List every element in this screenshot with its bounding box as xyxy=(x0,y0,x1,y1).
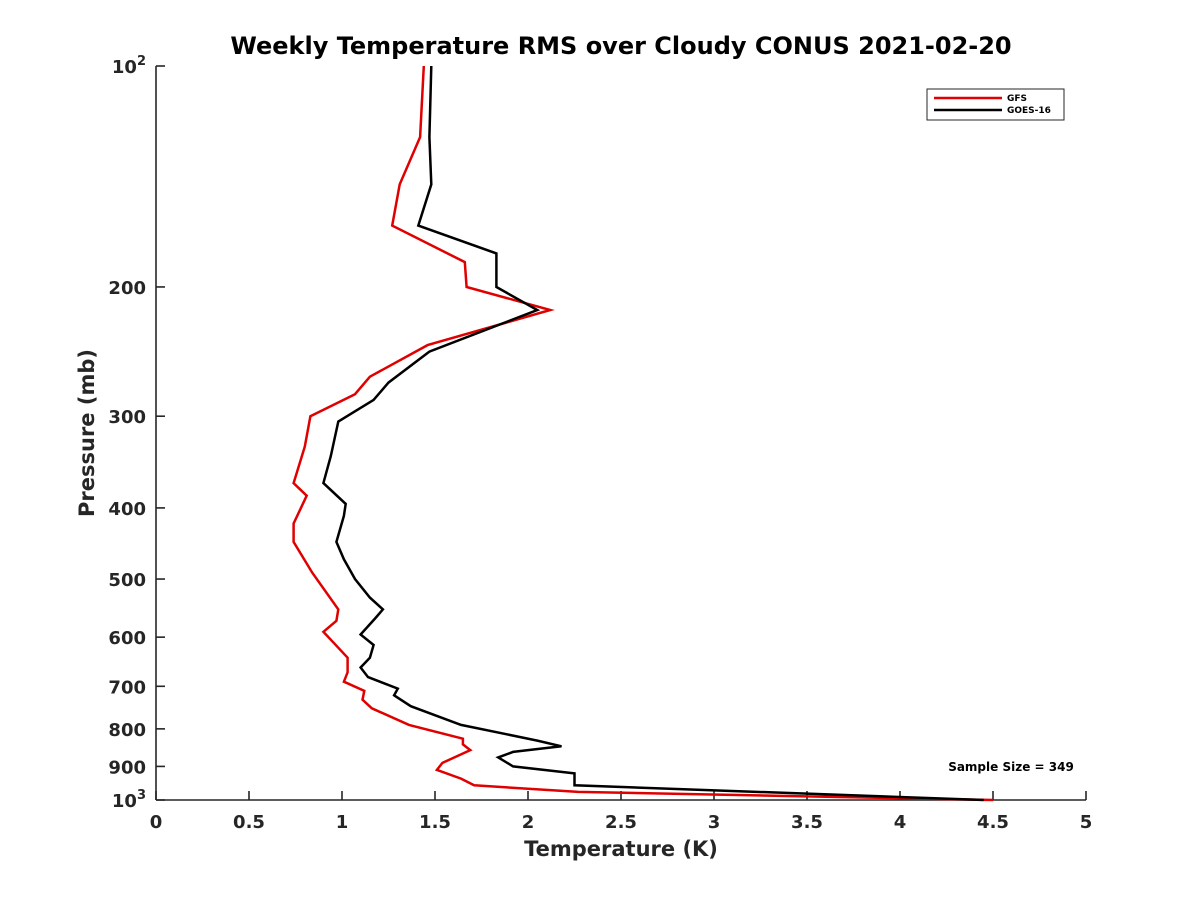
y-tick-label: 500 xyxy=(108,570,146,591)
y-tick-label: 900 xyxy=(108,757,146,778)
y-tick-exponent: 3 xyxy=(137,788,146,803)
x-tick-label: 0.5 xyxy=(233,812,265,833)
legend-label-gfs: GFS xyxy=(1007,94,1027,104)
sample-size-annotation: Sample Size = 349 xyxy=(948,760,1074,774)
chart-title: Weekly Temperature RMS over Cloudy CONUS… xyxy=(230,32,1011,60)
x-axis-label: Temperature (K) xyxy=(524,837,718,861)
x-tick-label: 4.5 xyxy=(977,812,1009,833)
y-tick-base: 10 xyxy=(112,791,137,812)
series-lines xyxy=(292,65,994,802)
legend-label-goes16: GOES-16 xyxy=(1007,106,1051,116)
y-tick-label: 600 xyxy=(108,628,146,649)
y-tick-exponent: 2 xyxy=(137,54,146,69)
legend-box xyxy=(926,88,1065,121)
x-tick-label: 2 xyxy=(522,812,535,833)
y-axis-label: Pressure (mb) xyxy=(75,349,99,517)
plot-area: 0 0.5 1 1.5 2 2.5 3 3.5 4 4.5 5 102200300400500600… xyxy=(108,54,1092,833)
series-line-goes16 xyxy=(321,65,984,802)
legend: GFS GOES-16 xyxy=(926,88,1065,121)
y-tick-label: 102 xyxy=(112,54,146,78)
x-tick-label: 5 xyxy=(1080,812,1093,833)
y-tick-label: 700 xyxy=(108,677,146,698)
x-tick-label: 2.5 xyxy=(605,812,637,833)
x-ticks: 0 0.5 1 1.5 2 2.5 3 3.5 4 4.5 5 xyxy=(150,791,1093,833)
series-line-gfs xyxy=(292,65,994,802)
x-tick-label: 1 xyxy=(336,812,349,833)
x-tick-label: 0 xyxy=(150,812,163,833)
y-tick-base: 10 xyxy=(112,57,137,78)
x-tick-label: 4 xyxy=(894,812,907,833)
y-tick-label: 400 xyxy=(108,499,146,520)
x-tick-label: 3.5 xyxy=(791,812,823,833)
y-tick-label: 103 xyxy=(112,788,146,812)
y-tick-label: 300 xyxy=(108,407,146,428)
x-tick-label: 1.5 xyxy=(419,812,451,833)
x-tick-label: 3 xyxy=(708,812,721,833)
y-tick-label: 800 xyxy=(108,720,146,741)
y-tick-label: 200 xyxy=(108,278,146,299)
